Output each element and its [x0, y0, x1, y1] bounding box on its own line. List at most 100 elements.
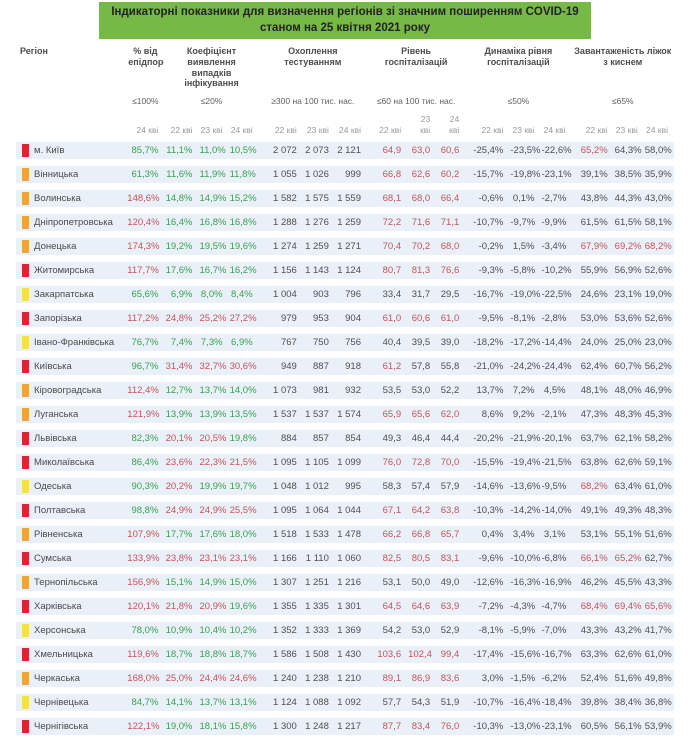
epid-value: 61,3%	[131, 168, 159, 180]
dynamics-value: -16,3%	[510, 576, 541, 588]
beds-value: 62,1%	[614, 432, 642, 444]
testing-value: 1 048	[273, 480, 297, 492]
table-row: Полтавська 98,8% 24,9% 24,9% 25,5% 1 095 1 064…	[16, 501, 674, 519]
testing-value: 1 124	[273, 696, 297, 708]
beds-value: 56,2%	[644, 360, 672, 372]
testing-value: 953	[313, 312, 329, 324]
table-row: Запорізька 117,2% 24,8% 25,2% 27,2% 979 953 904…	[16, 309, 674, 327]
detect-value: 18,8%	[199, 648, 227, 660]
testing-value: 1 259	[337, 216, 361, 228]
dynamics-value: -2,8%	[541, 312, 567, 324]
status-marker-icon	[22, 647, 29, 661]
beds-value: 47,3%	[580, 408, 608, 420]
testing-value: 1 105	[305, 456, 329, 468]
detect-value: 7,4%	[170, 336, 193, 348]
epid-value: 78,0%	[131, 624, 159, 636]
table-body: м. Київ 85,7% 11,1% 11,0% 10,5% 2 072 2 073 2 1…	[16, 141, 674, 735]
beds-value: 23,0%	[644, 336, 672, 348]
dynamics-value: -20,2%	[473, 432, 504, 444]
epid-value: 119,6%	[127, 648, 159, 660]
detect-value: 14,1%	[165, 696, 193, 708]
detect-value: 31,4%	[165, 360, 193, 372]
status-marker-icon	[22, 239, 29, 253]
hosp-value: 50,0	[411, 576, 431, 588]
group-threshold-detect: ≤20%	[200, 96, 223, 107]
status-marker-cell	[16, 598, 32, 615]
dynamics-value: -23,5%	[510, 144, 541, 156]
testing-value: 1 518	[273, 528, 297, 540]
date-header: 23 кві	[615, 124, 638, 135]
date-header: 24 кві	[543, 124, 566, 135]
hosp-value: 53,0	[411, 384, 431, 396]
dynamics-value: -13,0%	[510, 720, 541, 732]
testing-value: 1 352	[273, 624, 297, 636]
beds-value: 61,5%	[580, 216, 608, 228]
dynamics-value: 7,2%	[512, 384, 535, 396]
hosp-value: 60,6	[440, 144, 460, 156]
hosp-value: 63,0	[411, 144, 431, 156]
detect-value: 27,2%	[229, 312, 257, 324]
detect-value: 11,1%	[166, 144, 193, 156]
beds-value: 49,3%	[614, 504, 642, 516]
date-header: 22 кві	[379, 124, 402, 135]
date-header: 22 кві	[274, 124, 297, 135]
table-row: Рівненська 107,9% 17,7% 17,6% 18,0% 1 518 1 53…	[16, 525, 674, 543]
date-header: 23 кві	[306, 124, 329, 135]
epid-value: 174,3%	[127, 240, 160, 252]
testing-value: 1 251	[305, 576, 329, 588]
hosp-value: 53,0	[411, 624, 431, 636]
detect-value: 13,9%	[199, 408, 227, 420]
detect-value: 16,8%	[229, 216, 257, 228]
region-name: Житомирська	[34, 264, 95, 276]
dynamics-value: 0,1%	[512, 192, 535, 204]
dynamics-value: -0,2%	[478, 240, 504, 252]
hosp-value: 62,0	[440, 408, 460, 420]
detect-value: 20,1%	[165, 432, 193, 444]
testing-value: 1 156	[273, 264, 297, 276]
date-header: 23 кві	[200, 124, 223, 135]
dynamics-value: -15,6%	[510, 648, 541, 660]
dynamics-value: -15,5%	[473, 456, 504, 468]
date-header: 24 кві	[230, 124, 253, 135]
hosp-value: 70,0	[440, 456, 460, 468]
beds-value: 62,4%	[580, 360, 608, 372]
detect-value: 14,9%	[199, 192, 227, 204]
date-header-spacer	[16, 114, 126, 134]
table-row: Івано-Франківська 76,7% 7,4% 7,3% 6,9% 767 750…	[16, 333, 674, 351]
dynamics-value: 4,5%	[543, 384, 566, 396]
beds-value: 68,4%	[580, 600, 608, 612]
hosp-value: 65,7	[440, 528, 460, 540]
status-marker-icon	[22, 671, 29, 685]
dynamics-value: 9,2%	[512, 408, 535, 420]
detect-value: 30,6%	[229, 360, 257, 372]
dynamics-value: -6,2%	[541, 672, 567, 684]
status-marker-cell	[16, 190, 32, 207]
testing-value: 2 073	[305, 144, 329, 156]
hosp-value: 55,8	[440, 360, 460, 372]
hosp-value: 76,0	[382, 456, 402, 468]
testing-value: 884	[280, 432, 297, 444]
detect-value: 23,8%	[165, 552, 193, 564]
detect-value: 19,5%	[199, 240, 227, 252]
dynamics-value: -9,7%	[510, 216, 536, 228]
dynamics-value: 3,1%	[543, 528, 566, 540]
detect-value: 24,4%	[199, 672, 227, 684]
table-row: Донецька 174,3% 19,2% 19,5% 19,6% 1 274 1 259 1…	[16, 237, 674, 255]
detect-value: 17,7%	[165, 528, 193, 540]
dynamics-value: -23,1%	[541, 720, 572, 732]
status-marker-icon	[22, 695, 29, 709]
hosp-value: 53,5	[382, 384, 402, 396]
testing-value: 1 288	[273, 216, 297, 228]
testing-value: 1 055	[273, 168, 297, 180]
beds-value: 48,1%	[580, 384, 608, 396]
dynamics-value: -17,2%	[510, 336, 541, 348]
status-marker-icon	[22, 287, 29, 301]
detect-value: 12,7%	[165, 384, 193, 396]
date-header: 22 кві	[481, 124, 504, 135]
dynamics-value: -14,2%	[510, 504, 541, 516]
beds-value: 52,6%	[644, 264, 672, 276]
dynamics-value: -4,7%	[541, 600, 567, 612]
table-row: Житомирська 117,7% 17,6% 16,7% 16,2% 1 156 1 1…	[16, 261, 674, 279]
detect-value: 18,0%	[229, 528, 257, 540]
group-threshold-dynamics: ≤50%	[507, 96, 530, 107]
